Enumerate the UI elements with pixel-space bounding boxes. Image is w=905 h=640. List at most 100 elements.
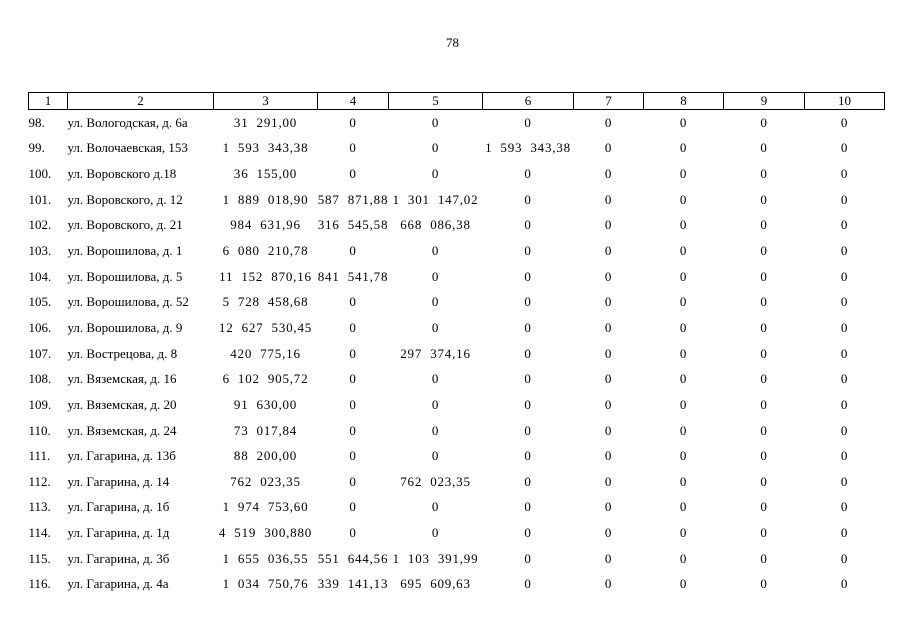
value-cell: 0 bbox=[760, 473, 768, 489]
value-cell: 0 bbox=[604, 319, 613, 335]
address-cell: ул. Гагарина, д. 1б bbox=[67, 499, 170, 515]
value-cell: 31 291,00 bbox=[233, 114, 298, 130]
address-cell: ул. Ворошилова, д. 1 bbox=[67, 243, 183, 259]
value-cell: 0 bbox=[524, 217, 532, 233]
value-cell: 0 bbox=[524, 166, 532, 182]
value-cell: 5 728 458,68 bbox=[222, 294, 309, 310]
row-number-cell: 107. bbox=[28, 345, 52, 361]
value-cell: 4 519 300,880 bbox=[218, 525, 313, 541]
value-cell: 0 bbox=[431, 448, 440, 464]
column-header-6: 6 bbox=[482, 92, 574, 110]
value-cell: 0 bbox=[760, 576, 768, 592]
value-cell: 0 bbox=[604, 576, 613, 592]
value-cell: 0 bbox=[349, 499, 357, 515]
value-cell: 0 bbox=[431, 525, 440, 541]
address-cell: ул. Вологодская, д. 6а bbox=[67, 114, 188, 130]
value-cell: 0 bbox=[604, 448, 613, 464]
value-cell: 841 541,78 bbox=[317, 268, 389, 284]
table-row: 100. ул. Воровского д.18 36 155,00 0 0 0 0 0 0 0 bbox=[29, 161, 885, 187]
value-cell: 0 bbox=[760, 319, 768, 335]
value-cell: 0 bbox=[524, 422, 532, 438]
table-header-row: 1 2 3 4 5 6 7 8 9 10 bbox=[28, 92, 885, 110]
value-cell: 12 627 530,45 bbox=[218, 319, 313, 335]
column-header-4: 4 bbox=[317, 92, 389, 110]
value-cell: 0 bbox=[840, 166, 849, 182]
value-cell: 0 bbox=[349, 294, 357, 310]
row-number-cell: 113. bbox=[28, 499, 51, 515]
row-number-cell: 99. bbox=[28, 140, 45, 156]
value-cell: 0 bbox=[679, 114, 688, 130]
value-cell: 6 080 210,78 bbox=[222, 243, 309, 259]
column-header-9: 9 bbox=[723, 92, 805, 110]
table-row: 103. ул. Ворошилова, д. 1 6 080 210,78 0 0 0 0… bbox=[29, 238, 885, 264]
address-cell: ул. Воровского д.18 bbox=[67, 166, 177, 182]
value-cell: 0 bbox=[604, 422, 613, 438]
value-cell: 1 593 343,38 bbox=[222, 140, 309, 156]
address-cell: ул. Ворошилова, д. 5 bbox=[67, 268, 183, 284]
value-cell: 0 bbox=[349, 319, 357, 335]
address-cell: ул. Волочаевская, 153 bbox=[67, 140, 188, 156]
value-cell: 0 bbox=[679, 448, 688, 464]
value-cell: 0 bbox=[524, 114, 532, 130]
value-cell: 0 bbox=[840, 191, 849, 207]
value-cell: 36 155,00 bbox=[233, 166, 298, 182]
value-cell: 0 bbox=[679, 191, 688, 207]
value-cell: 0 bbox=[840, 294, 849, 310]
value-cell: 668 086,38 bbox=[400, 217, 471, 233]
column-header-2: 2 bbox=[67, 92, 214, 110]
value-cell: 0 bbox=[679, 319, 688, 335]
address-cell: ул. Гагарина, д. 14 bbox=[67, 473, 170, 489]
value-cell: 0 bbox=[760, 345, 768, 361]
table-header: 1 2 3 4 5 6 7 8 9 10 bbox=[28, 92, 885, 110]
address-cell: ул. Гагарина, д. 13б bbox=[67, 448, 176, 464]
value-cell: 0 bbox=[840, 576, 849, 592]
value-cell: 0 bbox=[431, 166, 440, 182]
value-cell: 0 bbox=[524, 319, 532, 335]
value-cell: 0 bbox=[760, 191, 768, 207]
value-cell: 0 bbox=[604, 525, 613, 541]
value-cell: 0 bbox=[840, 140, 849, 156]
table-row: 110. ул. Вяземская, д. 24 73 017,84 0 0 0 0 0 0 0 bbox=[29, 418, 885, 444]
value-cell: 0 bbox=[349, 166, 357, 182]
value-cell: 0 bbox=[679, 473, 688, 489]
row-number-cell: 116. bbox=[28, 576, 51, 592]
table-row: 109. ул. Вяземская, д. 20 91 630,00 0 0 0 0 0 0 0 bbox=[29, 392, 885, 418]
value-cell: 695 609,63 bbox=[400, 576, 471, 592]
value-cell: 0 bbox=[840, 473, 849, 489]
value-cell: 0 bbox=[840, 422, 849, 438]
value-cell: 762 023,35 bbox=[230, 473, 301, 489]
row-number-cell: 101. bbox=[28, 191, 52, 207]
row-number-cell: 98. bbox=[28, 114, 45, 130]
value-cell: 0 bbox=[840, 550, 849, 566]
value-cell: 0 bbox=[431, 268, 440, 284]
table-row: 112. ул. Гагарина, д. 14 762 023,35 0 762 02… bbox=[29, 469, 885, 495]
value-cell: 0 bbox=[679, 371, 688, 387]
value-cell: 0 bbox=[524, 525, 532, 541]
value-cell: 1 103 391,99 bbox=[392, 550, 479, 566]
value-cell: 0 bbox=[760, 140, 768, 156]
value-cell: 0 bbox=[840, 448, 849, 464]
column-header-3: 3 bbox=[213, 92, 318, 110]
value-cell: 0 bbox=[604, 550, 613, 566]
value-cell: 0 bbox=[840, 268, 849, 284]
table-row: 106. ул. Ворошилова, д. 9 12 627 530,45 0 0 0… bbox=[29, 315, 885, 341]
value-cell: 0 bbox=[679, 243, 688, 259]
value-cell: 0 bbox=[524, 448, 532, 464]
value-cell: 0 bbox=[840, 525, 849, 541]
value-cell: 0 bbox=[524, 371, 532, 387]
value-cell: 11 152 870,16 bbox=[219, 268, 312, 284]
data-table: 1 2 3 4 5 6 7 8 9 10 98. ул. Вологодская, д. 6а 31 … bbox=[28, 92, 885, 597]
value-cell: 0 bbox=[840, 114, 849, 130]
value-cell: 1 974 753,60 bbox=[222, 499, 309, 515]
address-cell: ул. Вяземская, д. 20 bbox=[67, 396, 177, 412]
value-cell: 0 bbox=[679, 576, 688, 592]
value-cell: 0 bbox=[840, 499, 849, 515]
row-number-cell: 100. bbox=[28, 166, 52, 182]
row-number-cell: 105. bbox=[28, 294, 52, 310]
value-cell: 0 bbox=[679, 499, 688, 515]
value-cell: 91 630,00 bbox=[233, 396, 298, 412]
value-cell: 0 bbox=[679, 422, 688, 438]
value-cell: 316 545,58 bbox=[317, 217, 389, 233]
value-cell: 1 593 343,38 bbox=[485, 140, 571, 156]
value-cell: 0 bbox=[431, 422, 440, 438]
